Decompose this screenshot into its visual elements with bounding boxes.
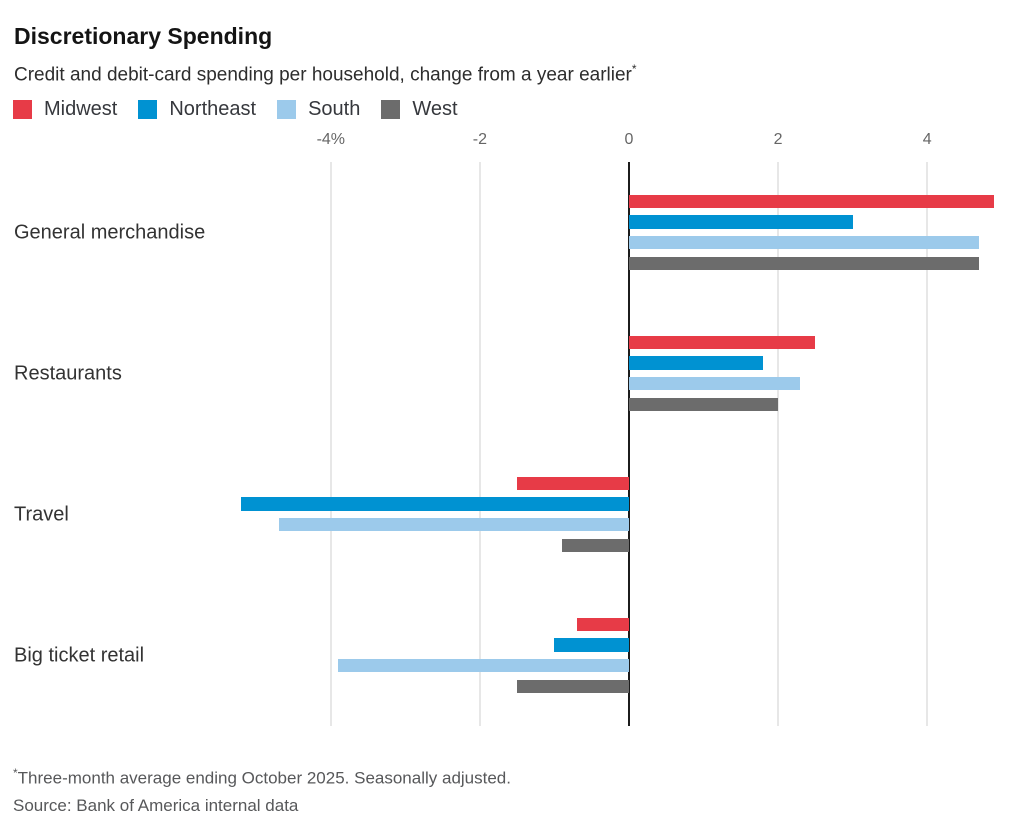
chart-subtitle: Credit and debit-card spending per house… — [14, 62, 637, 86]
source-line: Source: Bank of America internal data — [13, 796, 299, 813]
legend-label-west: West — [412, 98, 458, 120]
x-tick-label--4: -4% — [316, 131, 346, 148]
bar-restaurants-northeast — [629, 356, 764, 370]
legend-label-midwest: Midwest — [44, 98, 118, 120]
footnote-text: Three-month average ending October 2025.… — [17, 768, 511, 788]
chart-title: Discretionary Spending — [14, 23, 273, 50]
category-label-big-ticket-retail: Big ticket retail — [14, 644, 145, 666]
legend-swatch-south — [277, 100, 297, 119]
legend: Midwest Northeast South West — [13, 98, 458, 121]
legend-swatch-west — [381, 100, 401, 119]
legend-label-northeast: Northeast — [169, 98, 257, 120]
legend-item-west: West — [381, 98, 458, 121]
bar-travel-south — [278, 517, 629, 532]
footnote-marker: * — [13, 766, 18, 780]
bar-general-merchandise-northeast — [629, 215, 853, 229]
chart-subtitle-text: Credit and debit-card spending per house… — [14, 64, 632, 86]
zero-axis-line — [628, 162, 630, 726]
x-tick-label-0: 0 — [624, 131, 634, 148]
bar-big-ticket-retail-northeast — [554, 638, 629, 652]
gridline — [926, 162, 929, 726]
footnote: *Three-month average ending October 2025… — [13, 766, 511, 789]
legend-item-midwest: Midwest — [13, 98, 117, 121]
legend-label-south: South — [308, 98, 361, 120]
bar-travel-northeast — [241, 497, 629, 511]
bar-big-ticket-retail-midwest — [576, 617, 629, 631]
legend-item-northeast: Northeast — [138, 98, 256, 121]
category-label-general-merchandise: General merchandise — [14, 221, 206, 243]
gridline — [777, 162, 780, 726]
footnote-marker: * — [631, 62, 637, 76]
bar-restaurants-west — [629, 397, 779, 412]
bar-travel-west — [561, 538, 629, 553]
category-label-restaurants: Restaurants — [14, 362, 122, 384]
gridline — [478, 162, 481, 726]
x-tick-label--2: -2 — [472, 131, 488, 148]
bar-big-ticket-retail-west — [517, 679, 629, 694]
bar-general-merchandise-south — [629, 235, 980, 250]
gridline — [329, 162, 332, 726]
legend-swatch-northeast — [138, 100, 158, 119]
bar-restaurants-south — [629, 376, 801, 391]
bar-travel-midwest — [517, 476, 629, 490]
bar-general-merchandise-midwest — [629, 194, 995, 208]
category-label-travel: Travel — [14, 503, 69, 525]
bar-restaurants-midwest — [629, 335, 816, 349]
bar-big-ticket-retail-south — [338, 658, 629, 673]
x-tick-label-2: 2 — [773, 131, 783, 148]
bar-general-merchandise-west — [629, 256, 980, 271]
x-tick-label-4: 4 — [922, 131, 932, 148]
legend-swatch-midwest — [13, 100, 32, 119]
legend-item-south: South — [277, 98, 360, 121]
